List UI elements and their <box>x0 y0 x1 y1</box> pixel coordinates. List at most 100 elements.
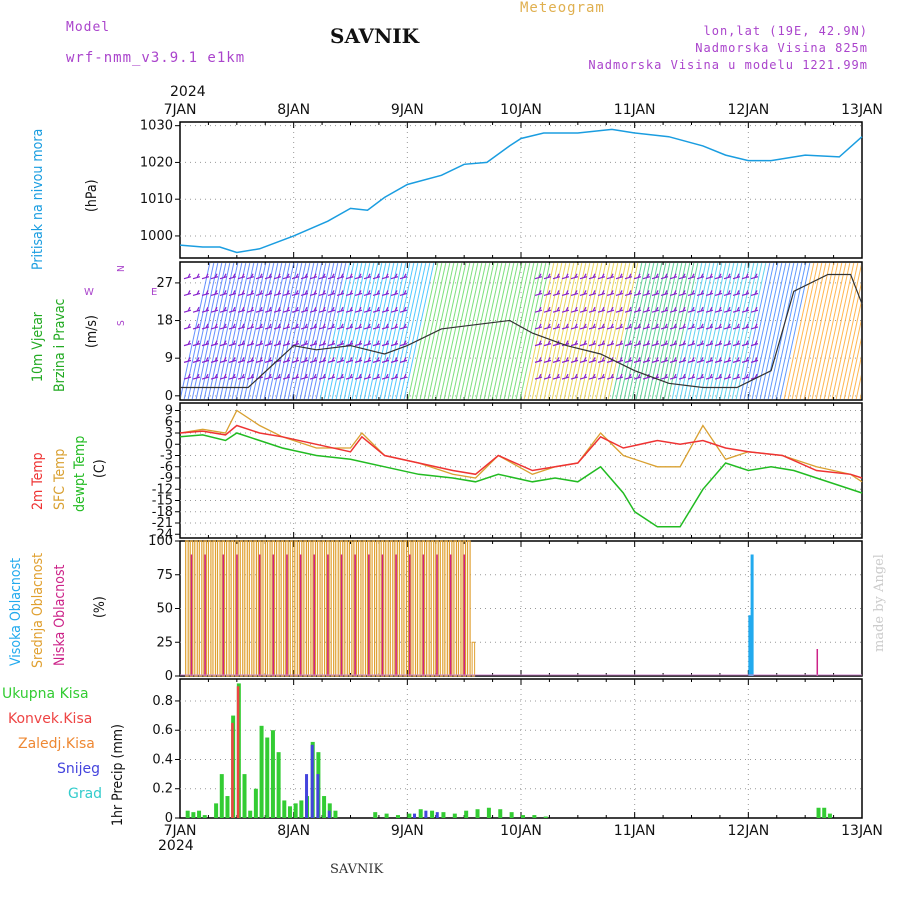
wind-hatch <box>635 263 667 399</box>
wind-hatch <box>884 262 900 400</box>
wind-barb <box>561 290 570 297</box>
wind-barb <box>741 373 750 380</box>
wind-hatch <box>287 263 319 399</box>
total-precip-bar <box>418 809 423 818</box>
wind-hatch <box>747 263 779 399</box>
wind-barb <box>651 357 660 363</box>
y-tick-label: 0.8 <box>152 694 173 709</box>
wind-hatch <box>888 262 900 400</box>
wind-barb <box>543 340 552 347</box>
wind-hatch <box>467 263 499 399</box>
wind-hatch <box>387 263 419 399</box>
wind-barb <box>534 323 543 330</box>
wind-hatch <box>555 263 587 399</box>
wind-barb <box>381 357 390 363</box>
wind-hatch <box>619 263 651 399</box>
wind-barb <box>687 290 696 297</box>
wind-barb <box>561 373 570 380</box>
wind-barb <box>678 273 687 280</box>
total-precip-bar <box>430 810 435 818</box>
wind-hatch <box>835 282 861 399</box>
wind-barb <box>399 373 408 380</box>
footer-station: SAVNIK <box>330 862 384 877</box>
wind-barb <box>597 273 606 280</box>
wind-barb <box>354 323 363 330</box>
mid-cloud-bar <box>244 540 248 677</box>
wind-barb <box>696 323 705 330</box>
wind-hatch <box>471 263 503 399</box>
total-precip-bar <box>248 810 253 818</box>
wind-hatch <box>872 262 900 400</box>
wind-barb <box>273 273 282 280</box>
wind-barb <box>309 340 318 347</box>
wind-barb <box>633 373 642 380</box>
wind-barb <box>660 373 669 380</box>
wind-barb <box>579 340 588 347</box>
y-tick-label: 0 <box>165 437 173 452</box>
wind-hatch <box>375 263 407 399</box>
wind-dir-e: E <box>151 287 158 298</box>
wind-hatch <box>367 263 399 399</box>
wind-barb <box>642 306 651 313</box>
wind-barb <box>372 357 381 363</box>
wind-barb <box>714 306 723 313</box>
wind-barb <box>210 323 219 330</box>
wind-barb <box>543 306 552 313</box>
wind-hatch <box>731 263 763 399</box>
wind-barb <box>210 290 219 297</box>
mid-cloud-bar <box>412 540 417 677</box>
mid-cloud-bar <box>266 540 271 677</box>
wind-hatch <box>383 263 415 399</box>
wind-barb <box>390 373 399 380</box>
wind-barb <box>741 357 750 363</box>
mid-cloud-bar <box>316 540 321 677</box>
wind-barb <box>219 306 228 313</box>
wind-barb <box>552 373 561 380</box>
total-precip-bar <box>287 806 292 818</box>
wind-barb <box>399 357 408 363</box>
wind-barb <box>318 290 327 297</box>
wind-barb <box>606 306 615 313</box>
wind-hatch <box>663 263 695 399</box>
wind-barb <box>300 357 309 363</box>
wind-barb <box>390 290 399 297</box>
wind-barb <box>696 373 705 380</box>
wind-barb <box>534 273 543 280</box>
wind-hatch <box>531 263 563 399</box>
wind-barb <box>255 323 264 330</box>
wind-barb <box>651 273 660 280</box>
total-precip-bar <box>475 809 480 818</box>
wind-barb <box>192 273 201 280</box>
low-cloud-bar <box>408 554 411 676</box>
wind-hatch <box>291 263 323 399</box>
wind-barb <box>687 373 696 380</box>
wind-barb <box>219 357 228 363</box>
wind-barb <box>660 340 669 347</box>
wind-barb <box>291 373 300 380</box>
wind-barb <box>624 340 633 347</box>
wind-hatch <box>507 263 539 399</box>
pressure-line <box>179 128 863 254</box>
wind-barb <box>237 373 246 380</box>
wind-hatch <box>823 263 855 399</box>
wind-barb <box>750 306 759 313</box>
wind-speed-line <box>180 273 863 389</box>
mid-cloud-bar <box>276 540 280 677</box>
wind-hatch <box>880 262 900 400</box>
wind-barb <box>381 373 390 380</box>
wind-barb <box>237 323 246 330</box>
low-cloud-bar <box>236 554 238 676</box>
x-tick-label-bottom: 9JAN <box>391 823 424 839</box>
wind-barb <box>273 373 282 380</box>
wind-hatch <box>339 263 371 399</box>
wind-barb <box>318 373 327 380</box>
wind-hatch <box>435 263 467 399</box>
total-precip-bar <box>532 815 537 818</box>
wind-barb <box>354 306 363 313</box>
wind-barb <box>534 340 543 347</box>
wind-barb <box>588 306 597 313</box>
wind-barb <box>183 357 192 363</box>
wind-barb <box>543 290 552 297</box>
wind-barb <box>264 323 273 330</box>
wind-barb <box>219 273 228 280</box>
